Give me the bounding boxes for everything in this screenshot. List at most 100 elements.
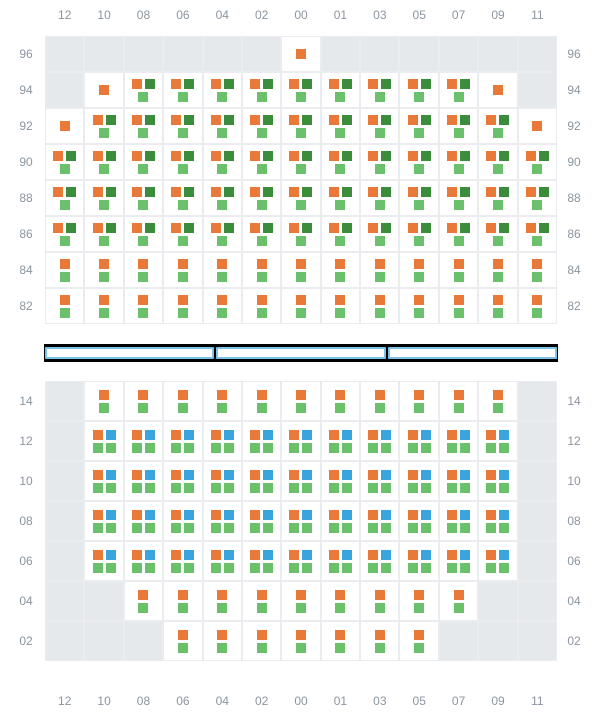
- grid-cell: [124, 36, 163, 72]
- mark-o: [329, 510, 339, 520]
- mark-row: [138, 236, 148, 246]
- mark-row: [447, 443, 470, 453]
- mark-b: [302, 510, 312, 520]
- cell-marks: [85, 542, 122, 580]
- mark-d: [66, 187, 76, 197]
- row-label: 94: [14, 72, 38, 108]
- cell-marks: [322, 382, 359, 420]
- cell-marks: [46, 109, 83, 143]
- mark-row: [414, 308, 424, 318]
- col-labels-bottom: 12100806040200010305070911: [45, 690, 557, 712]
- mark-g: [184, 563, 194, 573]
- mark-o: [132, 79, 142, 89]
- grid-cell: [399, 501, 438, 541]
- cell-marks: [282, 542, 319, 580]
- cell-marks: [243, 217, 280, 251]
- grid-cell: [518, 180, 557, 216]
- mark-o: [132, 151, 142, 161]
- mark-row: [368, 79, 391, 89]
- row-label: 08: [562, 501, 586, 541]
- mark-g: [217, 92, 227, 102]
- mark-g: [138, 164, 148, 174]
- cell-marks: [479, 289, 516, 323]
- cell-marks: [440, 582, 477, 620]
- grid-cell: [203, 581, 242, 621]
- mark-b: [224, 550, 234, 560]
- cell-marks: [85, 181, 122, 215]
- mark-o: [368, 187, 378, 197]
- mark-row: [178, 590, 188, 600]
- mark-g: [138, 403, 148, 413]
- mark-row: [171, 223, 194, 233]
- cell-marks: [400, 253, 437, 287]
- cell-marks: [243, 73, 280, 107]
- mark-o: [408, 115, 418, 125]
- mark-row: [296, 295, 306, 305]
- mark-row: [99, 85, 109, 95]
- mark-g: [375, 128, 385, 138]
- mark-o: [296, 590, 306, 600]
- grid-cell: [124, 501, 163, 541]
- mark-row: [454, 272, 464, 282]
- mark-o: [447, 187, 457, 197]
- mark-row: [257, 200, 267, 210]
- divider-segment: [216, 347, 385, 359]
- mark-row: [493, 390, 503, 400]
- mark-row: [211, 187, 234, 197]
- row-label: 02: [562, 621, 586, 661]
- mark-row: [211, 151, 234, 161]
- mark-row: [138, 308, 148, 318]
- mark-row: [408, 443, 431, 453]
- mark-row: [138, 603, 148, 613]
- col-label: 10: [84, 4, 123, 26]
- cell-marks: [282, 109, 319, 143]
- mark-b: [421, 430, 431, 440]
- mark-g: [263, 523, 273, 533]
- mark-o: [486, 470, 496, 480]
- mark-row: [257, 236, 267, 246]
- mark-row: [335, 630, 345, 640]
- mark-d: [184, 115, 194, 125]
- mark-row: [289, 115, 312, 125]
- row-label: 90: [14, 144, 38, 180]
- grid-cell: [281, 144, 320, 180]
- mark-row: [257, 403, 267, 413]
- mark-g: [257, 92, 267, 102]
- mark-row: [414, 590, 424, 600]
- mark-row: [296, 390, 306, 400]
- grid-cell: [84, 180, 123, 216]
- mark-row: [447, 430, 470, 440]
- grid-cell: [321, 72, 360, 108]
- row-labels-lower-left: 14121008060402: [14, 381, 38, 661]
- mark-row: [329, 510, 352, 520]
- cell-marks: [519, 217, 556, 251]
- mark-row: [217, 403, 227, 413]
- cell-marks: [400, 73, 437, 107]
- mark-o: [217, 630, 227, 640]
- col-label: 09: [478, 690, 517, 712]
- mark-row: [99, 164, 109, 174]
- grid-cell: [163, 108, 202, 144]
- mark-row: [171, 550, 194, 560]
- mark-b: [184, 470, 194, 480]
- mark-row: [171, 151, 194, 161]
- cell-marks: [282, 253, 319, 287]
- mark-row: [414, 643, 424, 653]
- mark-row: [335, 308, 345, 318]
- grid-cell: [439, 108, 478, 144]
- grid-cell: [84, 288, 123, 324]
- mark-o: [132, 223, 142, 233]
- cell-marks: [243, 109, 280, 143]
- row-label: 12: [562, 421, 586, 461]
- mark-row: [532, 308, 542, 318]
- mark-g: [454, 236, 464, 246]
- mark-row: [217, 164, 227, 174]
- mark-g: [302, 563, 312, 573]
- mark-o: [296, 49, 306, 59]
- mark-d: [224, 187, 234, 197]
- mark-g: [414, 200, 424, 210]
- grid-cell: [321, 252, 360, 288]
- mark-b: [499, 430, 509, 440]
- mark-g: [375, 164, 385, 174]
- grid-cell: [478, 108, 517, 144]
